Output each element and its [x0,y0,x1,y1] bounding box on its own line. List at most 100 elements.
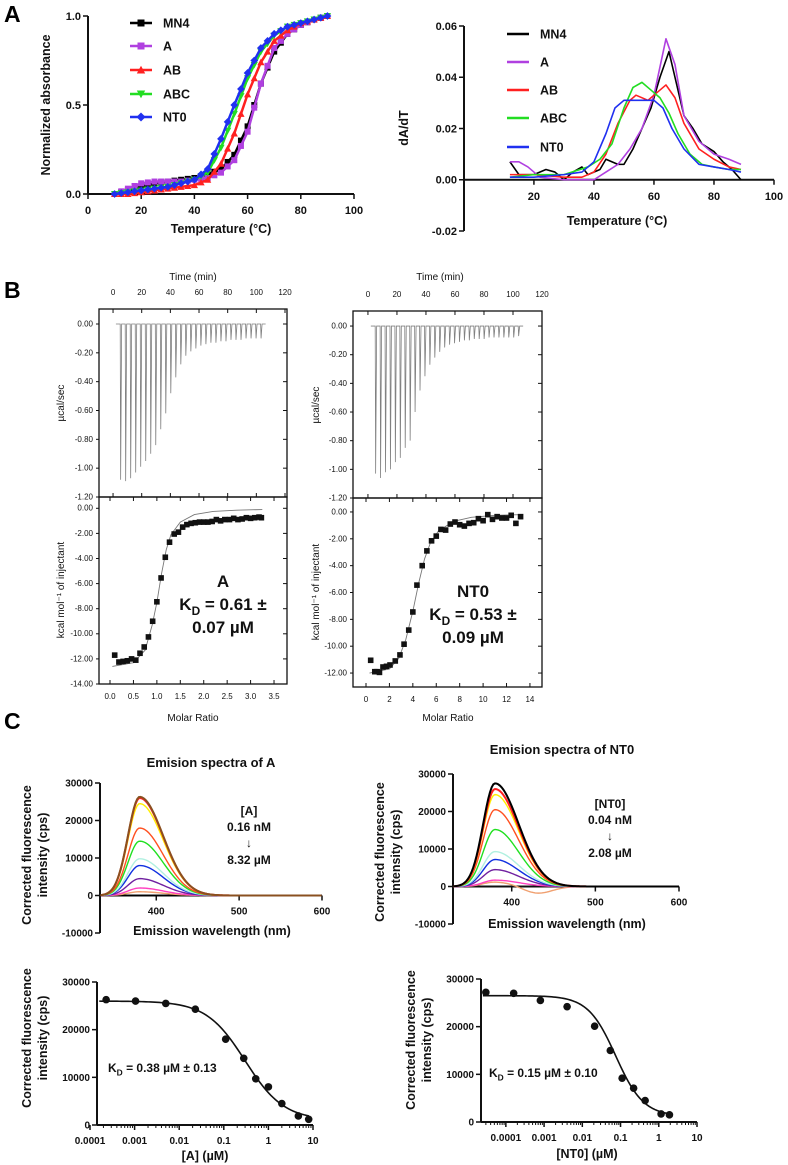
fit-curve [369,514,521,674]
data-point [397,652,403,658]
data-point [237,142,244,149]
annotation-line: NT0 [457,582,489,601]
data-point [367,657,374,664]
data-point [149,618,156,625]
y-axis-title: intensity (cps) [36,813,50,898]
data-point [447,521,454,527]
data-point [230,101,239,109]
x-tick-label: 0.0001 [75,1136,106,1147]
data-point [190,181,198,189]
data-point [247,515,254,522]
y-tick-label: 30000 [418,770,446,781]
y-tick-label: 20000 [62,1025,90,1036]
x-tick-label: 40 [588,191,600,203]
y-tick-label: 0.00 [77,319,93,328]
data-point [323,12,332,20]
data-point [294,1112,303,1120]
data-point [508,512,515,519]
data-point [484,511,491,518]
kd-subscript: D [192,604,201,618]
data-point [304,1115,313,1124]
data-point [276,26,285,35]
y-axis-title: kcal mol⁻¹ of injectant [311,544,322,641]
data-point [257,44,265,52]
y-tick-label: 30000 [65,779,93,790]
y-tick-label: 0.5 [66,100,81,112]
x-tick-label: 500 [587,898,604,909]
fit-curve [112,509,263,667]
x-tick-label: 80 [708,191,720,203]
data-point [277,37,284,44]
x-tick-label: 100 [250,288,264,297]
y-tick-label: 30000 [446,975,474,986]
kd-subscript: D [498,1073,504,1083]
spectrum-line [100,858,322,897]
y-tick-label: 10000 [65,854,93,865]
y-tick-label: -6.00 [75,579,94,588]
data-point [237,110,245,117]
data-point [191,1005,200,1013]
series-line [509,84,742,178]
x-tick-label: 0.1 [614,1133,628,1144]
x-axis-title: Emission wavelength (nm) [133,924,291,938]
data-point [606,1046,615,1055]
kd-value: = 0.15 µM ± 0.10 [504,1066,598,1080]
data-point [218,166,224,173]
x-tick-label: 10 [479,695,488,704]
data-point [217,160,225,167]
chart-6: 400 500 600 -10000 0 10000 20000 30000 Emission … [20,755,331,940]
spectrum-line [100,802,322,897]
data-point [263,37,272,45]
data-point [405,627,412,633]
data-point [536,996,545,1005]
data-point [154,598,160,605]
x-tick-label: 600 [671,898,688,909]
data-point [170,181,179,189]
data-point [376,669,383,676]
x-tick-label: 10 [691,1133,703,1144]
y-tick-label: -12.00 [324,668,347,677]
data-point [171,531,178,537]
y-tick-label: 30000 [62,978,90,989]
data-point [231,151,238,158]
data-point [303,17,312,26]
data-point [251,104,258,111]
chart-1: 20 40 60 80 100 -0.02 0.00 0.02 0.04 0.06 Temperat… [397,21,783,238]
data-point [264,62,271,69]
x-tick-label: 0.001 [532,1133,557,1144]
data-point [177,179,185,188]
data-point [110,190,119,198]
data-point [231,157,238,164]
annotation-line: 0.04 nM [588,813,632,827]
y-tick-label: 1.0 [66,11,81,23]
y-axis-title: Corrected fluorescence [404,970,418,1110]
data-point [509,989,518,998]
data-point [237,85,245,93]
thermogram-trace [370,325,524,478]
data-point [629,1084,638,1092]
annotation-line: KD = 0.15 µM ± 0.10 [489,1066,598,1083]
legend-label: MN4 [540,28,566,42]
y-tick-label: 10000 [62,1073,90,1084]
annotation-line: KD = 0.38 µM ± 0.13 [108,1061,217,1078]
data-point [221,1035,230,1043]
series-mn4 [111,13,331,197]
chart-0: 0 20 40 60 80 100 0.0 0.5 1.0 Temperature (°C) Nor… [39,11,363,236]
data-point [143,185,152,194]
y-tick-label: 0 [440,882,446,893]
series-line [509,99,742,178]
annotation-line: 0.07 µM [192,618,254,637]
x-tick-label: 0 [85,205,91,217]
annotation-line: 0.16 nM [227,820,271,834]
annotation-line: 2.08 µM [588,846,632,860]
y-tick-label: -10.00 [324,642,347,651]
kd-symbol: K [489,1066,498,1080]
chart-title: Emision spectra of NT0 [490,742,634,757]
data-point [517,513,524,520]
x-tick-label: 60 [195,288,204,297]
data-point [489,516,496,523]
data-point [150,184,159,193]
y-tick-label: 0 [468,1118,474,1129]
data-point [383,663,390,670]
x-tick-label: 120 [535,290,549,299]
